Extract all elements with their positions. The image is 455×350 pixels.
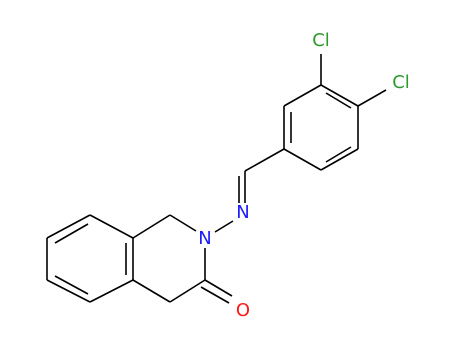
bond — [357, 89, 387, 107]
bond — [132, 214, 171, 239]
bond — [320, 84, 359, 107]
bond — [283, 148, 322, 171]
bond — [214, 220, 234, 233]
bond — [169, 279, 206, 303]
bond — [204, 279, 233, 297]
bond — [46, 214, 91, 239]
bonds — [46, 54, 387, 304]
atom-label: N — [236, 202, 249, 223]
atom-label: Cl — [392, 72, 410, 93]
bond — [244, 148, 285, 172]
bond — [169, 214, 197, 232]
atom-label: N — [198, 228, 211, 249]
atom-label: O — [236, 300, 250, 321]
bond — [325, 92, 352, 109]
atom-label: Cl — [312, 30, 330, 51]
atom-labels: Cl Cl N N O — [198, 30, 410, 321]
bond — [46, 279, 91, 303]
bond — [283, 84, 322, 107]
bond — [89, 279, 134, 303]
bond — [54, 275, 89, 295]
bond — [89, 214, 134, 239]
bond — [325, 146, 352, 163]
bond — [54, 223, 89, 244]
bond — [320, 148, 359, 171]
bond — [132, 279, 171, 303]
bond — [200, 286, 230, 304]
